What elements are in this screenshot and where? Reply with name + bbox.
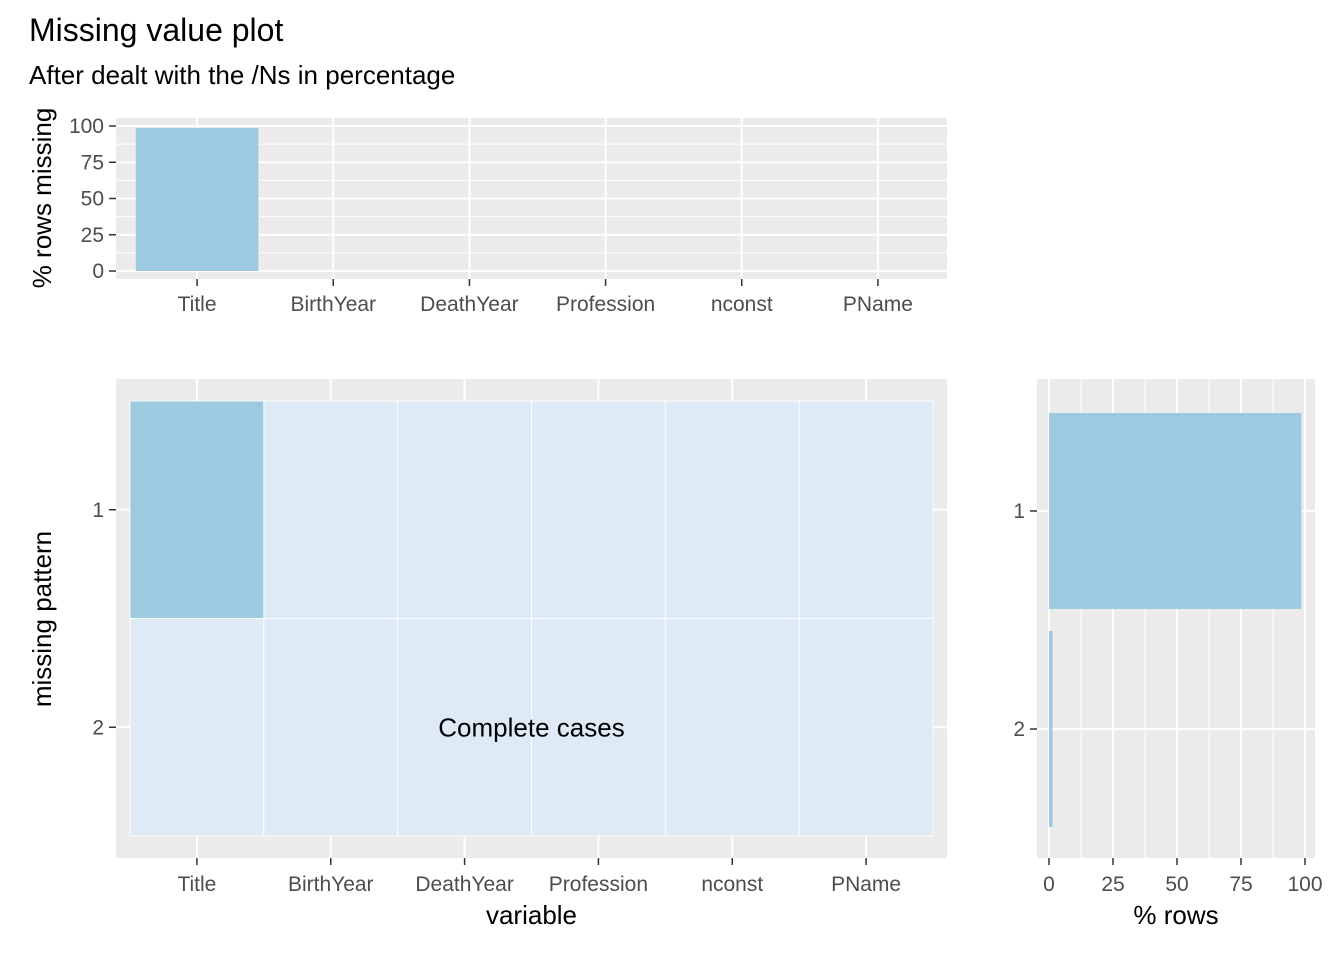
pattern-x-axis-label: variable [486, 900, 577, 930]
pattern-cell-2-PName [798, 618, 934, 837]
top-y-tick-label: 100 [69, 115, 104, 138]
top-y-tick-label: 50 [81, 188, 104, 211]
pattern-cell-1-nconst [664, 400, 800, 619]
rows-x-tick-label: 75 [1229, 873, 1252, 896]
rows-bar-panel: 0 25 50 75 100 1 2 % rows [1013, 379, 1323, 930]
top-y-tick-label: 0 [92, 260, 104, 283]
pattern-cell-1-BirthYear [263, 400, 399, 619]
rows-x-tick-label: 50 [1165, 873, 1188, 896]
chart-subtitle: After dealt with the /Ns in percentage [29, 60, 455, 90]
pattern-x-tick-label: PName [831, 873, 901, 896]
top-x-tick-label: nconst [711, 293, 773, 316]
pattern-cell-2-DeathYear [397, 618, 532, 837]
top-y-tick-label: 25 [81, 224, 104, 247]
rows-x-tick-label: 25 [1101, 873, 1124, 896]
rows-x-tick-label: 100 [1287, 873, 1322, 896]
top-bar-panel: 0 25 50 75 100 Title BirthYear DeathYear Profess… [27, 108, 947, 316]
pattern-cell-2-Title [129, 618, 265, 837]
rows-x-axis-label: % rows [1133, 900, 1218, 930]
top-y-tick-label: 75 [81, 151, 104, 174]
pattern-cell-1-DeathYear [397, 400, 532, 619]
missing-pattern-panel: Title BirthYear DeathYear Profession nconst P… [27, 379, 947, 930]
pattern-x-tick-label: DeathYear [415, 873, 513, 896]
pattern-cell-1-Title [129, 400, 265, 619]
pattern-x-tick-label: BirthYear [288, 873, 374, 896]
top-x-tick-label: DeathYear [420, 293, 518, 316]
complete-cases-annotation: Complete cases [438, 712, 624, 742]
top-bar-Title [135, 128, 259, 271]
rows-y-tick-label: 2 [1013, 718, 1025, 741]
pattern-y-tick-label: 2 [92, 716, 104, 739]
rows-y-tick-label: 1 [1013, 500, 1025, 523]
rows-bar-pattern-2 [1049, 631, 1053, 827]
top-x-tick-label: BirthYear [290, 293, 376, 316]
pattern-x-tick-label: Title [177, 873, 216, 896]
pattern-cell-2-BirthYear [263, 618, 399, 837]
pattern-cell-1-Profession [531, 400, 666, 619]
pattern-x-tick-label: Profession [549, 873, 648, 896]
rows-bar-pattern-1 [1049, 413, 1302, 609]
rows-x-tick-label: 0 [1043, 873, 1055, 896]
top-x-tick-label: PName [843, 293, 913, 316]
pattern-cell-2-nconst [664, 618, 800, 837]
top-x-tick-label: Profession [556, 293, 655, 316]
top-x-tick-label: Title [178, 293, 217, 316]
top-y-axis-label: % rows missing [27, 108, 57, 289]
pattern-cell-2-Profession [531, 618, 666, 837]
pattern-cell-1-PName [798, 400, 934, 619]
chart-title: Missing value plot [29, 12, 283, 48]
pattern-x-tick-label: nconst [701, 873, 763, 896]
pattern-y-tick-label: 1 [92, 499, 104, 522]
pattern-y-axis-label: missing pattern [27, 531, 57, 707]
